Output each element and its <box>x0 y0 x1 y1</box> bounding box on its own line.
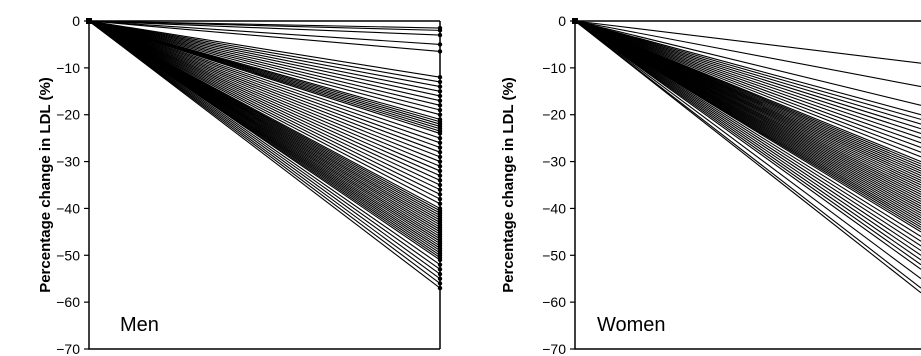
series-line <box>574 20 921 242</box>
series-lines <box>86 18 443 291</box>
series-line <box>88 20 441 83</box>
series-line <box>88 20 441 195</box>
series-line <box>88 20 441 31</box>
series-line <box>574 20 921 149</box>
series-line <box>88 20 441 280</box>
y-axis-ticks: 0 −10 −20 −30 −40 −50 −60 −70 <box>542 13 575 356</box>
series-line <box>88 20 441 191</box>
series-line <box>574 20 921 261</box>
series-line <box>88 20 441 167</box>
series-line <box>88 20 441 97</box>
panel-label-men: Men <box>120 314 159 336</box>
series-line <box>88 20 441 163</box>
series-line <box>88 20 441 139</box>
series-line <box>88 20 441 144</box>
panel-label-women: Women <box>597 314 666 336</box>
y-tick-label: 0 <box>72 13 80 29</box>
y-tick-label: −60 <box>542 294 566 310</box>
series-lines <box>572 18 921 294</box>
series-line <box>88 20 441 149</box>
series-line <box>88 20 441 284</box>
series-line <box>88 20 441 106</box>
y-tick-label: −70 <box>542 341 566 356</box>
series-line <box>574 20 921 125</box>
series-line <box>574 20 921 238</box>
chart-panel-women: Percentage change in LDL (%) 0 −10 −20 −30 −… <box>500 13 921 356</box>
series-line <box>88 20 441 266</box>
series-line <box>574 20 921 289</box>
series-line <box>88 20 441 45</box>
series-line <box>574 20 921 158</box>
series-line <box>88 20 441 205</box>
y-axis-ticks: 0 −10 −20 −30 −40 −50 −60 −70 <box>56 13 89 356</box>
series-line <box>88 20 441 111</box>
series-line <box>574 20 921 270</box>
series-line <box>88 20 441 186</box>
y-tick-label: −10 <box>56 60 80 76</box>
series-line <box>88 20 441 53</box>
y-tick-label: −10 <box>542 60 566 76</box>
y-tick-label: −20 <box>542 107 566 123</box>
y-axis-title: Percentage change in LDL (%) <box>37 77 54 293</box>
series-line <box>574 20 921 116</box>
y-tick-label: −20 <box>56 107 80 123</box>
y-tick-label: −30 <box>56 154 80 170</box>
series-line <box>88 20 441 177</box>
series-line <box>88 20 441 181</box>
series-line <box>574 20 921 233</box>
series-line <box>574 20 921 106</box>
y-tick-label: −50 <box>542 247 566 263</box>
y-axis-title: Percentage change in LDL (%) <box>500 77 517 293</box>
series-line <box>88 20 441 88</box>
y-tick-label: −30 <box>542 154 566 170</box>
series-line <box>574 20 921 252</box>
chart-panel-men: Percentage change in LDL (%) 0 −10 −20 −30 −… <box>37 13 443 356</box>
y-tick-label: 0 <box>558 13 566 29</box>
series-line <box>88 20 441 270</box>
plot-frame <box>574 20 921 350</box>
series-line <box>574 20 921 153</box>
plot-frame <box>88 20 441 350</box>
series-line <box>574 20 921 266</box>
series-line <box>574 20 921 134</box>
series-line <box>88 20 441 92</box>
y-tick-label: −60 <box>56 294 80 310</box>
series-line <box>574 20 921 130</box>
series-line <box>88 20 441 275</box>
series-line <box>88 20 441 102</box>
y-tick-label: −40 <box>542 200 566 216</box>
series-line <box>88 20 441 289</box>
series-line <box>88 20 441 153</box>
series-line <box>88 20 441 261</box>
y-tick-label: −50 <box>56 247 80 263</box>
series-line <box>574 20 921 144</box>
series-line <box>574 20 921 88</box>
y-tick-label: −40 <box>56 200 80 216</box>
series-line <box>574 20 921 120</box>
series-line <box>88 20 441 134</box>
series-line <box>88 20 441 116</box>
series-line <box>574 20 921 64</box>
series-line <box>574 20 921 247</box>
series-line <box>574 20 921 280</box>
y-tick-label: −70 <box>56 341 80 356</box>
series-line <box>574 20 921 294</box>
series-line <box>574 20 921 256</box>
series-line <box>88 20 441 158</box>
series-line <box>88 20 441 200</box>
series-line <box>574 20 921 139</box>
series-line <box>88 20 441 78</box>
series-line <box>88 20 441 172</box>
series-line <box>88 20 441 36</box>
